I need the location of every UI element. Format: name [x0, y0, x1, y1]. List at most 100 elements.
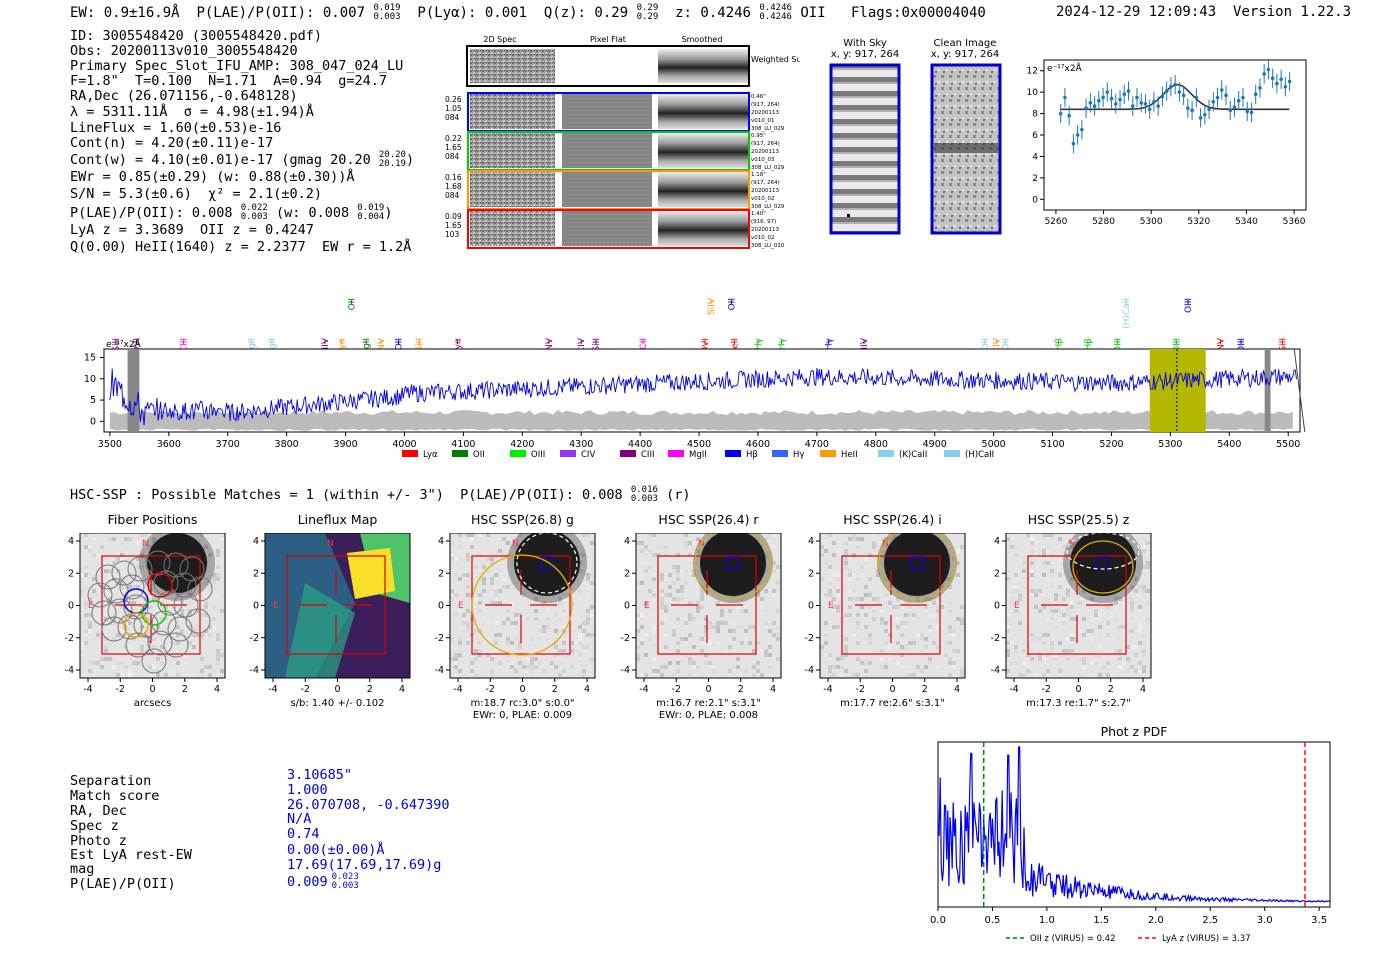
spectral-line-label: OII [727, 298, 737, 310]
hsc-image-pixel [538, 661, 542, 665]
hsc-image-pixel [908, 601, 912, 605]
hsc-image-pixel [824, 561, 828, 565]
spectrum-y-tick-label: 5 [90, 395, 96, 406]
hsc-image-pixel [1030, 593, 1034, 597]
cutout-smoothed [658, 211, 748, 246]
spectrum-legend-item: (H)CaII [944, 450, 994, 460]
hsc-image-pixel [924, 645, 928, 649]
spectrum-error-band [109, 409, 1293, 431]
hsc-image-pixel [652, 669, 656, 673]
zoom-data-point [1198, 116, 1203, 120]
hsc-image-pixel [640, 581, 644, 585]
hsc-image-pixel [554, 629, 558, 633]
hsc-image-pixel [490, 673, 494, 677]
hsc-image-pixel [506, 653, 510, 657]
cutout-right-label: v010_02 [751, 196, 775, 202]
hsc-image-pixel [636, 653, 640, 657]
hsc-image-pixel [478, 653, 482, 657]
hsc-image-pixel [700, 649, 704, 653]
hsc-image-pixel [546, 609, 550, 613]
hsc-image-pixel [172, 597, 176, 601]
hsc-image-pixel [586, 613, 590, 617]
hsc-image-pixel [696, 553, 700, 557]
hsc-image-pixel [1114, 597, 1118, 601]
cutout-right-label: 1.18" [751, 172, 766, 178]
spectrum-flux-line [109, 367, 1297, 426]
hsc-image-pixel [196, 633, 200, 637]
hsc-image-pixel [482, 589, 486, 593]
hsc-image-pixel [208, 585, 212, 589]
hsc-image-pixel [1050, 553, 1054, 557]
hsc-image-pixel [768, 665, 772, 669]
hsc-y-tick-label: -4 [65, 665, 74, 676]
hsc-image-pixel [462, 613, 466, 617]
hsc-image-pixel [586, 621, 590, 625]
hsc-image-pixel [510, 601, 514, 605]
hsc-image-pixel [148, 621, 152, 625]
hsc-image-pixel [680, 585, 684, 589]
east-label: E [644, 601, 650, 611]
hsc-image-pixel [566, 653, 570, 657]
hsc-image-pixel [676, 549, 680, 553]
hsc-image-pixel [684, 581, 688, 585]
hsc-image-pixel [884, 537, 888, 541]
aperture-box [841, 555, 941, 655]
hsc-image-pixel [948, 629, 952, 633]
hsc-image-pixel [700, 605, 704, 609]
hsc-image-pixel [104, 649, 108, 653]
cutout-right-label: (916, 97) [751, 219, 776, 225]
info-plae: P(LAE)/P(OII): 0.008 0.022 0.003 (w: 0.00… [70, 204, 392, 222]
hsc-image-pixel [462, 653, 466, 657]
hsc-image-pixel [1138, 621, 1142, 625]
spectrum-legend-label: Hβ [746, 450, 758, 460]
hsc-image-pixel [880, 621, 884, 625]
hsc-image-pixel [470, 653, 474, 657]
hsc-image-pixel [558, 673, 562, 677]
hsc-image-pixel [868, 633, 872, 637]
hsc-image-pixel [192, 593, 196, 597]
hsc-image-pixel [768, 653, 772, 657]
hsc-image-pixel [216, 593, 220, 597]
hsc-image-pixel [474, 601, 478, 605]
hsc-image-pixel [836, 589, 840, 593]
hsc-image-pixel [688, 613, 692, 617]
cutout-smoothed [658, 172, 748, 207]
hsc-image-pixel [120, 557, 124, 561]
photz-x-tick-label: 1.0 [1039, 915, 1055, 926]
hsc-image-pixel [1006, 569, 1010, 573]
hsc-image-pixel [736, 625, 740, 629]
spectrum-legend-label: OII [473, 450, 485, 460]
hsc-image-pixel [590, 541, 594, 545]
hsc-image-pixel [1106, 673, 1110, 677]
hsc-image-pixel [764, 649, 768, 653]
hsc-image-pixel [88, 533, 92, 537]
hsc-panel-title: Fiber Positions [107, 512, 198, 527]
hsc-image-pixel [900, 665, 904, 669]
hsc-image-pixel [586, 577, 590, 581]
hsc-image-pixel [1130, 545, 1134, 549]
cutout-left-label: 084 [445, 113, 460, 122]
hsc-image-pixel [896, 625, 900, 629]
hsc-image-pixel [96, 617, 100, 621]
hsc-image-pixel [132, 585, 136, 589]
spectrum-legend-swatch [820, 450, 836, 457]
hsc-image-pixel [466, 641, 470, 645]
hsc-image-pixel [510, 613, 514, 617]
hsc-image-pixel [200, 669, 204, 673]
hsc-image-pixel [1034, 673, 1038, 677]
hsc-image-pixel [664, 609, 668, 613]
spectrum-legend-label: (H)CaII [965, 450, 994, 460]
hsc-image-pixel [896, 605, 900, 609]
north-label: N [512, 539, 519, 549]
hsc-image-pixel [1066, 553, 1070, 557]
photz-x-tick-label: 1.5 [1093, 915, 1109, 926]
hsc-image-pixel [672, 629, 676, 633]
cutout-right-label: 1.40" [751, 211, 766, 217]
hsc-image-pixel [216, 577, 220, 581]
cutout-pixel-flat [562, 133, 652, 168]
hsc-image-pixel [586, 609, 590, 613]
hsc-image-pixel [956, 561, 960, 565]
hsc-image-pixel [1142, 665, 1146, 669]
zoom-emission-plot: e⁻¹⁷x2Å 5260 5280 5300 5320 5340 536002468101… [1027, 59, 1307, 227]
hsc-image-pixel [1118, 597, 1122, 601]
